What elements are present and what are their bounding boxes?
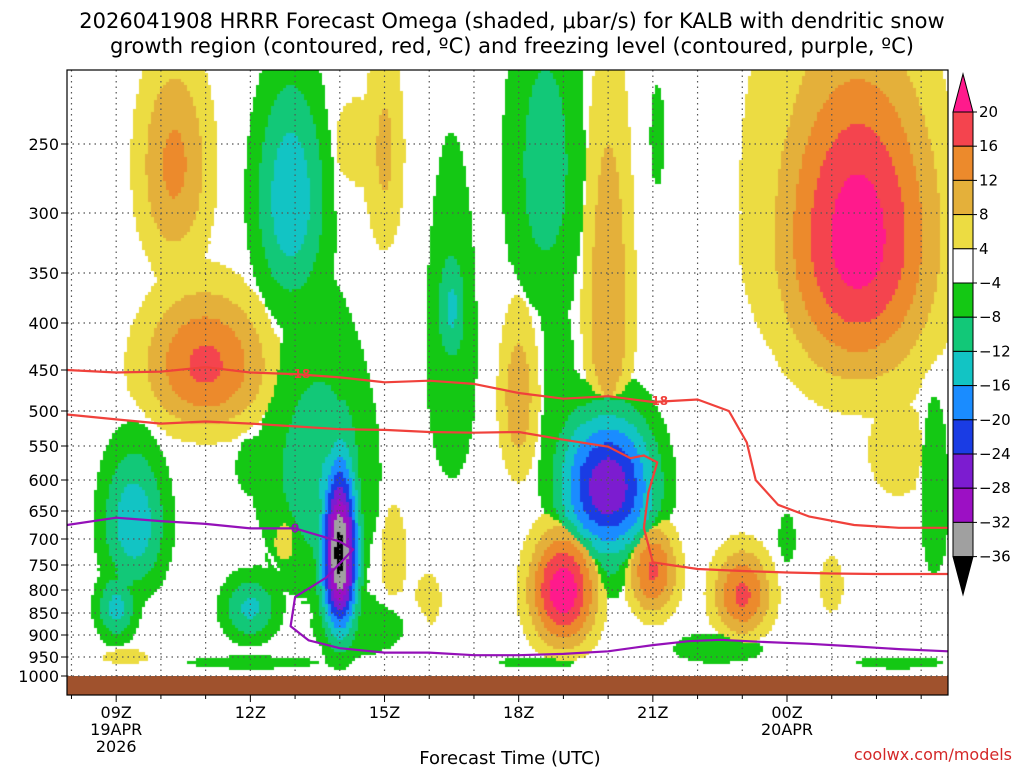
colorbar-swatch bbox=[952, 521, 974, 558]
colorbar-label: −28 bbox=[979, 479, 1011, 497]
colorbar-label: −20 bbox=[979, 411, 1011, 429]
omega-shading bbox=[67, 70, 948, 695]
colorbar: 20 16 12 8 4 −4 −8 −12 −16 −20 −24 −28 −32 −36 bbox=[952, 72, 1011, 597]
colorbar-swatch bbox=[952, 453, 974, 489]
y-tick-label: 850 bbox=[28, 604, 59, 623]
colorbar-label: −12 bbox=[979, 342, 1011, 360]
x-tick-label: 12Z bbox=[235, 703, 266, 722]
y-tick-label: 750 bbox=[28, 556, 59, 575]
colorbar-swatch bbox=[952, 248, 974, 284]
colorbar-label: 8 bbox=[979, 206, 989, 224]
omega-shaded-field bbox=[67, 70, 948, 695]
title-line-1: 2026041908 HRRR Forecast Omega (shaded, … bbox=[79, 9, 944, 33]
colorbar-swatch bbox=[952, 282, 974, 318]
x-tick-label: 21Z bbox=[637, 703, 668, 722]
colorbar-label: −16 bbox=[979, 377, 1011, 395]
contour-line bbox=[66, 366, 948, 529]
contour-line bbox=[66, 516, 949, 657]
colorbar-label: −24 bbox=[979, 445, 1011, 463]
colorbar-label: −8 bbox=[979, 308, 1001, 326]
plot-frame bbox=[66, 69, 949, 696]
x-axis-title: Forecast Time (UTC) bbox=[419, 748, 600, 768]
colorbar-label: −36 bbox=[979, 548, 1011, 566]
gridlines bbox=[67, 70, 948, 677]
y-tick-label: 250 bbox=[28, 135, 59, 154]
contour-label: -18 bbox=[289, 367, 311, 381]
y-tick-label: 550 bbox=[28, 437, 59, 456]
colorbar-swatch bbox=[952, 316, 974, 352]
colorbar-label: −4 bbox=[979, 274, 1001, 292]
y-tick-label: 650 bbox=[28, 502, 59, 521]
y-tick-label: 350 bbox=[28, 264, 59, 283]
x-tick-label: 18Z bbox=[503, 703, 534, 722]
colorbar-swatch bbox=[952, 556, 974, 597]
colorbar-label: 16 bbox=[979, 137, 998, 155]
contour-line bbox=[66, 413, 948, 576]
y-tick-label: 800 bbox=[28, 581, 59, 600]
contour-label: 0 bbox=[291, 521, 299, 535]
colorbar-swatch bbox=[952, 487, 974, 523]
y-tick-label: 450 bbox=[28, 361, 59, 380]
colorbar-label: −32 bbox=[979, 513, 1011, 531]
y-tick-label: 300 bbox=[28, 204, 59, 223]
colorbar-swatch bbox=[952, 419, 974, 455]
contour-lines: -18 -18 0 bbox=[66, 366, 949, 657]
colorbar-swatch bbox=[952, 179, 974, 216]
colorbar-swatch bbox=[952, 350, 974, 387]
y-tick-label: 400 bbox=[28, 314, 59, 333]
y-tick-label: 950 bbox=[28, 648, 59, 667]
x-tick-date: 20APR bbox=[761, 720, 813, 739]
credit-link[interactable]: coolwx.com/models bbox=[854, 745, 1012, 764]
x-tick-label: 00Z bbox=[771, 703, 802, 722]
colorbar-swatch bbox=[952, 72, 974, 113]
y-tick-label: 1000 bbox=[18, 667, 59, 686]
colorbar-label: 4 bbox=[979, 240, 989, 258]
y-axis: 250 300 350 400 450 500 550 600 650 700 750 800 850 9… bbox=[18, 135, 67, 686]
y-tick-label: 900 bbox=[28, 626, 59, 645]
x-tick-label: 15Z bbox=[369, 703, 400, 722]
colorbar-label: 20 bbox=[979, 103, 998, 121]
y-tick-label: 500 bbox=[28, 402, 59, 421]
x-tick-label: 09Z bbox=[101, 703, 132, 722]
x-tick-year: 2026 bbox=[96, 737, 137, 756]
y-tick-label: 700 bbox=[28, 530, 59, 549]
colorbar-swatch bbox=[952, 214, 974, 250]
x-tick-date: 19APR bbox=[90, 720, 142, 739]
colorbar-label: 12 bbox=[979, 171, 998, 189]
contour-label: -18 bbox=[646, 394, 668, 408]
ground-below-surface bbox=[67, 676, 948, 695]
colorbar-swatch bbox=[952, 145, 974, 181]
title-line-2: growth region (contoured, red, ºC) and f… bbox=[110, 34, 914, 58]
title: 2026041908 HRRR Forecast Omega (shaded, … bbox=[79, 9, 944, 58]
colorbar-swatch bbox=[952, 111, 974, 147]
colorbar-swatch bbox=[952, 385, 974, 421]
y-tick-label: 600 bbox=[28, 471, 59, 490]
